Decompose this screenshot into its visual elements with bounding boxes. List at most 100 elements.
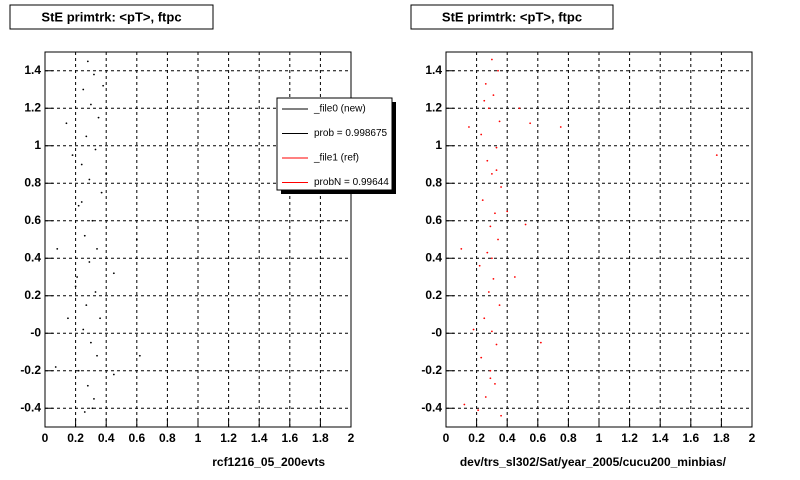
- point: [495, 146, 498, 149]
- x-tick-label: 0.6: [529, 431, 546, 445]
- y-tick-label: 0.8: [24, 175, 41, 189]
- x-tick-label: 1.8: [312, 431, 329, 445]
- point: [513, 276, 516, 278]
- point: [487, 291, 490, 293]
- point: [559, 126, 562, 128]
- x-tick-label: 1: [195, 431, 202, 445]
- x-axis-label: dev/trs_sl302/Sat/year_2005/cucu200_minb…: [460, 455, 727, 469]
- x-tick-label: 0.2: [67, 431, 84, 445]
- point: [492, 277, 495, 280]
- point: [94, 148, 97, 151]
- point: [90, 341, 92, 344]
- point: [85, 304, 88, 307]
- point: [88, 178, 91, 181]
- y-tick-label: 1.2: [24, 100, 41, 114]
- y-tick-label: 0.6: [24, 213, 41, 227]
- point: [86, 60, 89, 63]
- point: [529, 122, 532, 125]
- legend: _file0 (new) prob = 0.998675 _file1 (ref) p…: [276, 97, 396, 194]
- point: [495, 169, 498, 172]
- point: [88, 261, 91, 263]
- point: [463, 403, 466, 406]
- legend-label: _file0 (new): [313, 104, 366, 115]
- point: [54, 366, 57, 368]
- point: [491, 330, 493, 333]
- point: [85, 135, 88, 138]
- y-tick-label: -0.4: [421, 400, 442, 414]
- y-tick-label: 1.2: [425, 100, 442, 114]
- point: [495, 343, 498, 346]
- point: [497, 238, 499, 241]
- point: [483, 317, 486, 320]
- x-tick-label: 2: [348, 431, 355, 445]
- x-tick-label: 1.2: [621, 431, 638, 445]
- point: [524, 223, 527, 226]
- point: [489, 377, 492, 380]
- point: [494, 212, 496, 215]
- y-tick-label: -0.2: [421, 363, 442, 377]
- point: [100, 191, 103, 194]
- chart-title: StE primtrk: <pT>, ftpc: [442, 9, 582, 24]
- y-tick-label: 0.2: [24, 288, 41, 302]
- point: [477, 409, 480, 412]
- point: [86, 384, 89, 387]
- point: [484, 82, 487, 85]
- chart-title: StE primtrk: <pT>, ftpc: [41, 9, 181, 24]
- x-tick-label: 1.2: [220, 431, 237, 445]
- point: [484, 396, 487, 398]
- point: [80, 163, 83, 166]
- point: [491, 58, 493, 61]
- point: [112, 373, 115, 376]
- y-tick-label: -0: [30, 325, 41, 339]
- x-tick-label: 1.4: [251, 431, 268, 445]
- point: [500, 414, 502, 417]
- point: [539, 341, 542, 344]
- y-tick-label: 0.6: [425, 213, 442, 227]
- title-box: [410, 4, 614, 30]
- point: [487, 107, 490, 110]
- x-tick-label: 1: [596, 431, 603, 445]
- point: [71, 154, 74, 157]
- x-axis-label: rcf1216_05_200evts: [212, 455, 325, 469]
- point: [90, 103, 92, 106]
- title-box: [9, 4, 214, 30]
- point: [460, 247, 463, 250]
- point: [480, 356, 483, 359]
- x-tick-label: 0: [443, 431, 450, 445]
- y-tick-label: 0.8: [425, 175, 442, 189]
- x-tick-label: 1.8: [713, 431, 730, 445]
- point: [77, 369, 80, 372]
- point: [56, 247, 59, 250]
- x-tick-label: 1.4: [652, 431, 669, 445]
- point: [80, 201, 83, 203]
- point: [82, 328, 85, 331]
- point: [489, 225, 492, 228]
- y-tick-label: 1: [34, 138, 41, 152]
- point: [494, 382, 496, 385]
- x-tick-label: 0.4: [98, 431, 115, 445]
- point: [498, 120, 501, 123]
- point: [76, 276, 79, 278]
- x-tick-label: 2: [749, 431, 756, 445]
- point: [478, 264, 481, 267]
- legend-label: _file1 (ref): [313, 153, 359, 164]
- point: [97, 116, 100, 119]
- point: [96, 247, 98, 250]
- y-tick-label: 1: [435, 138, 442, 152]
- point: [489, 369, 492, 372]
- point: [94, 291, 97, 293]
- point: [500, 186, 502, 188]
- point: [468, 126, 470, 128]
- point: [492, 94, 495, 97]
- point: [99, 317, 101, 320]
- point: [518, 107, 521, 110]
- point: [67, 317, 69, 320]
- point: [481, 199, 484, 202]
- point: [498, 304, 501, 307]
- y-tick-label: -0.4: [20, 400, 41, 414]
- point: [491, 257, 493, 260]
- point: [96, 354, 98, 357]
- x-tick-label: 1.6: [281, 431, 298, 445]
- point: [91, 407, 94, 410]
